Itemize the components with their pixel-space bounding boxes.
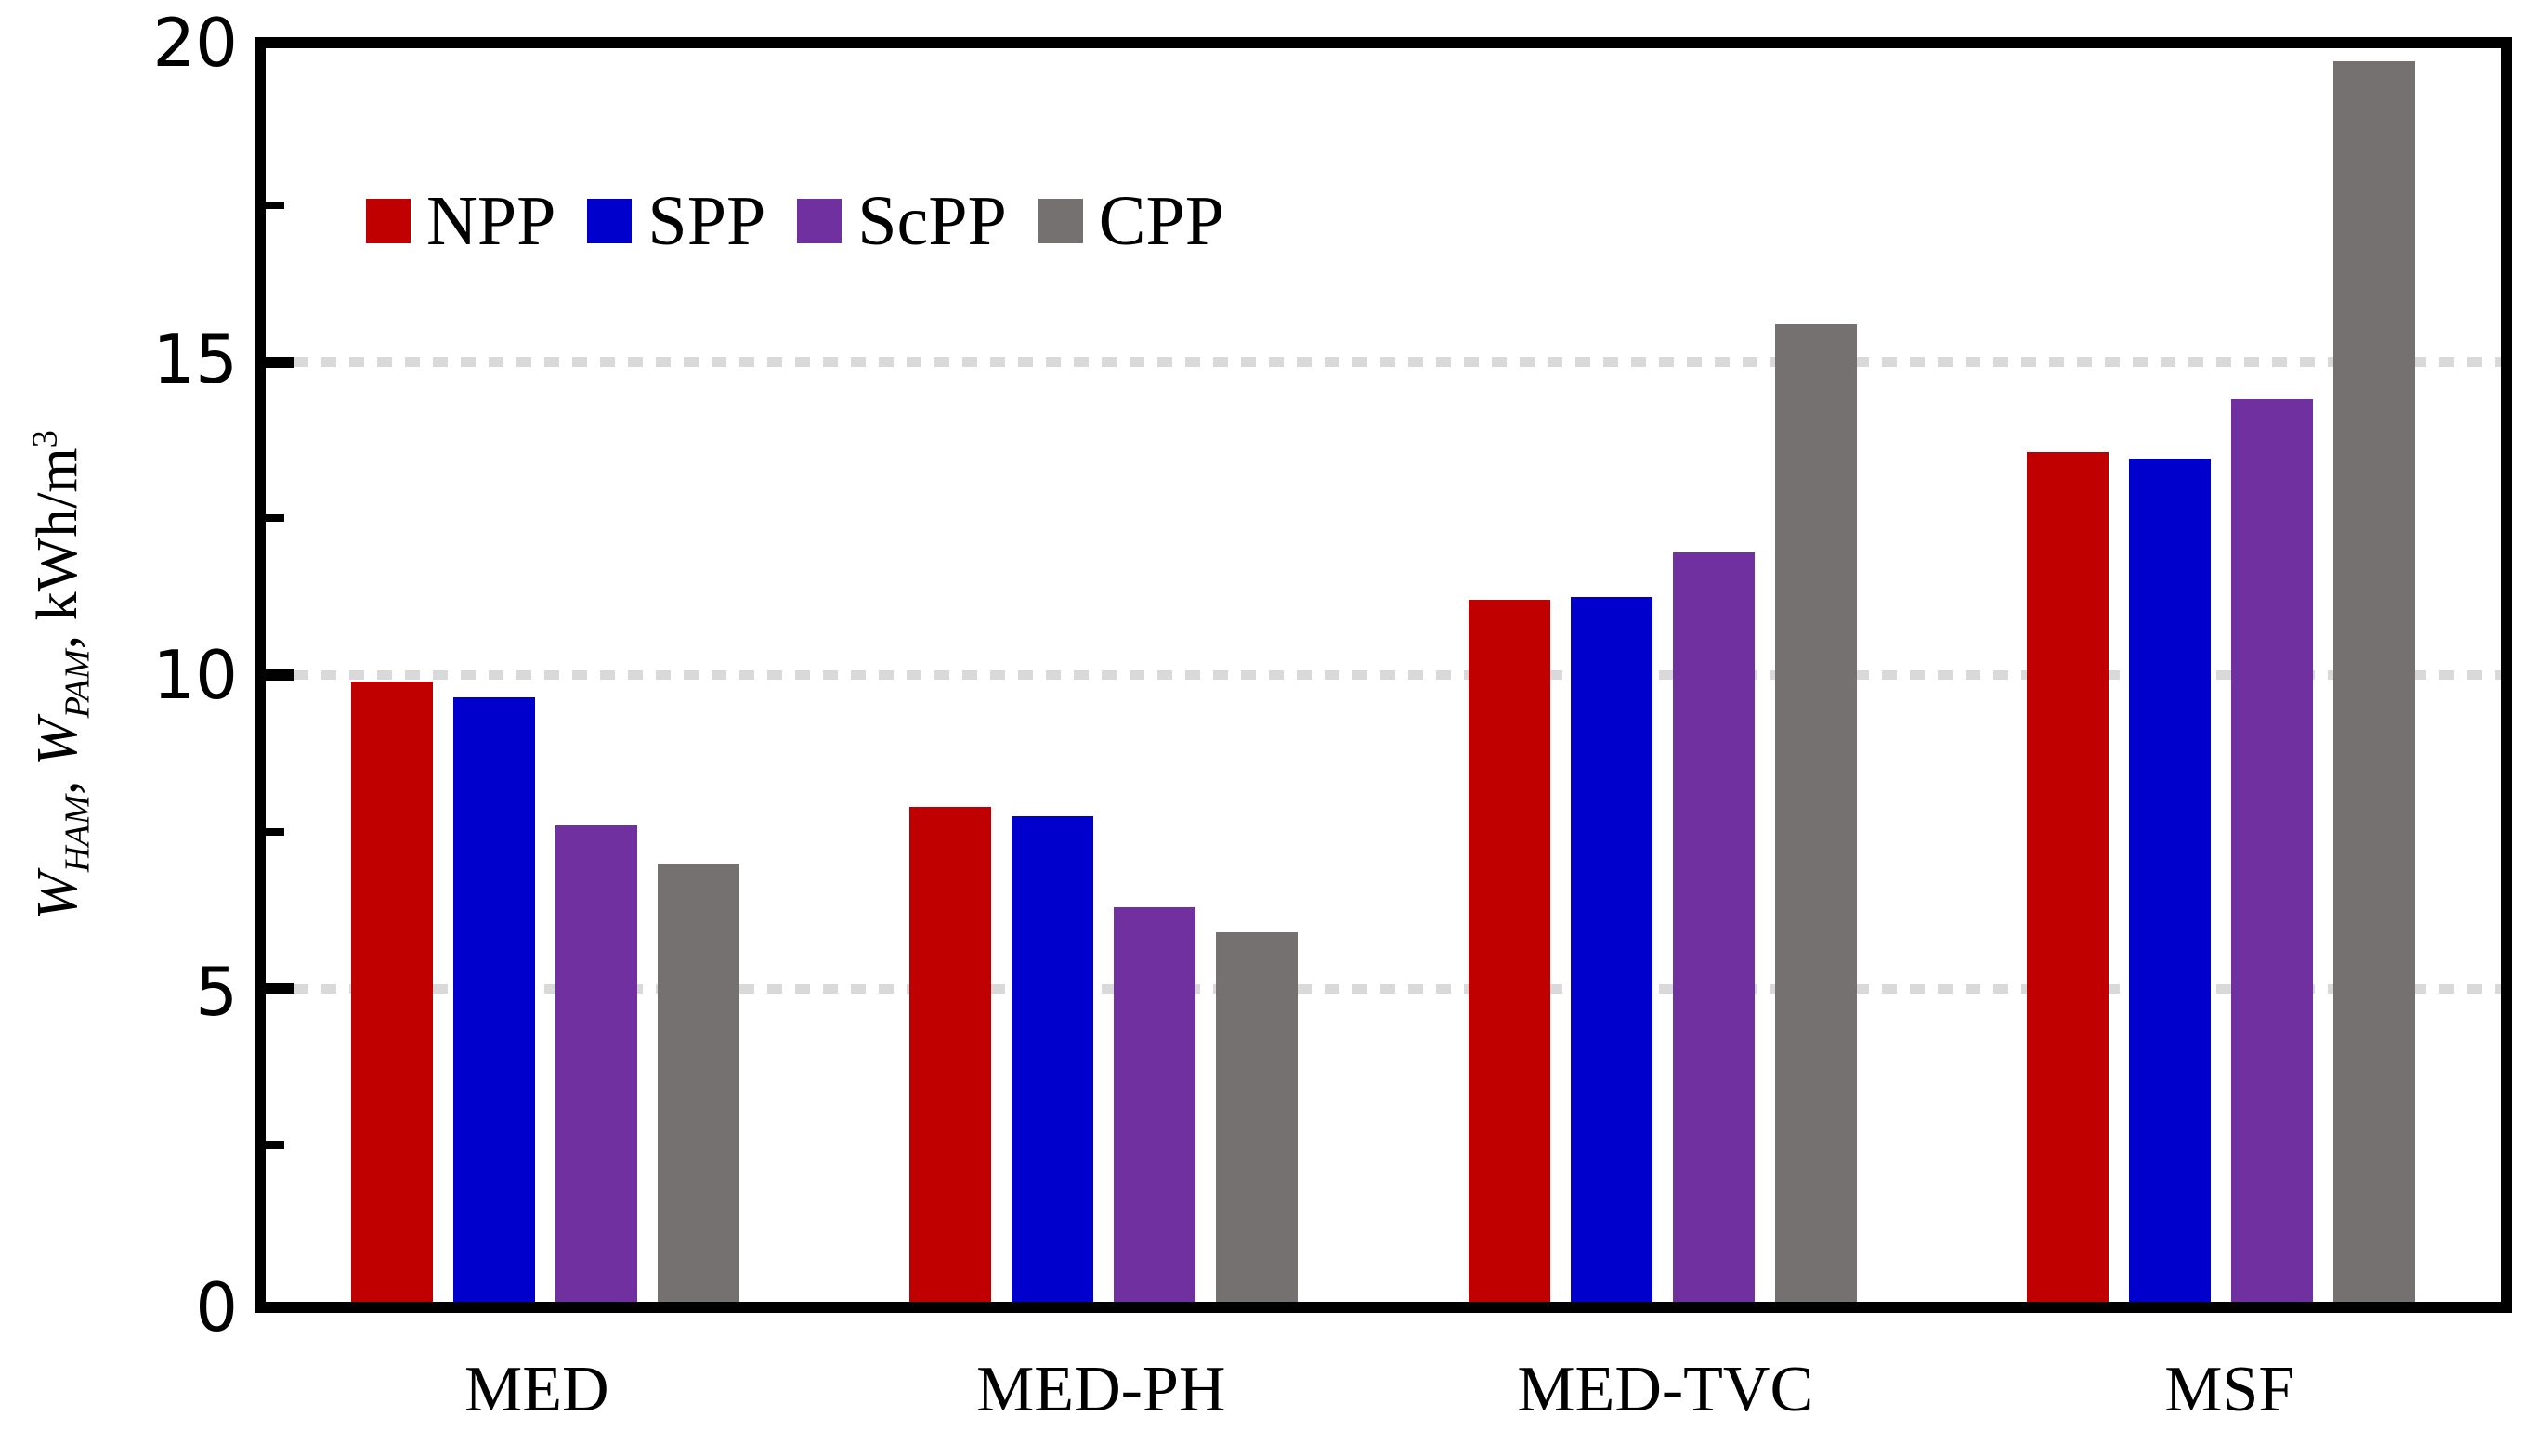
bar-MSF-NPP: [2027, 452, 2109, 1302]
x-axis-category-labels: MED MED-PH MED-TVC MSF: [255, 1358, 2512, 1423]
bar-group-MSF: [1942, 48, 2501, 1302]
bar-MED-PH-ScPP: [1114, 906, 1196, 1302]
bar-group-MED-PH: [825, 48, 1384, 1302]
x-category-label-MSF: MSF: [2164, 1354, 2295, 1425]
bar-MED-NPP: [350, 681, 433, 1302]
bar-MED-TVC-ScPP: [1672, 552, 1755, 1302]
y-minor-tick-7.5: [266, 827, 284, 836]
gridline-y5: [266, 983, 2501, 994]
bar-MSF-ScPP: [2231, 399, 2314, 1302]
bar-MED-CPP: [657, 863, 739, 1302]
y-minor-tick-17.5: [266, 201, 284, 209]
y-tick-label-5: 5: [195, 952, 238, 1031]
bar-MED-ScPP: [555, 826, 637, 1302]
bar-group-MED-TVC: [1383, 48, 1942, 1302]
legend-swatch-ScPP: [797, 199, 842, 243]
legend-swatch-SPP: [587, 199, 633, 243]
legend-label-SPP: SPP: [647, 182, 766, 260]
bar-MED-SPP: [452, 696, 535, 1302]
legend-label-NPP: NPP: [426, 182, 556, 260]
bar-MSF-SPP: [2129, 459, 2212, 1302]
y-tick-label-0: 0: [195, 1268, 238, 1346]
gridline-y10: [266, 670, 2501, 680]
y-minor-tick-2.5: [266, 1141, 284, 1150]
bar-MED-TVC-SPP: [1570, 596, 1652, 1302]
bar-MED-PH-CPP: [1216, 931, 1299, 1302]
legend-swatch-NPP: [366, 199, 411, 243]
bar-group-MED: [266, 48, 825, 1302]
x-category-label-MED: MED: [464, 1354, 609, 1425]
legend-item-SPP: SPP: [587, 186, 765, 256]
y-tick-label-10: 10: [152, 636, 238, 714]
y-major-tick-10: [266, 670, 294, 681]
legend-item-ScPP: ScPP: [797, 186, 1007, 256]
legend-item-CPP: CPP: [1038, 186, 1224, 256]
legend-swatch-CPP: [1038, 199, 1083, 243]
bar-MSF-CPP: [2333, 60, 2416, 1302]
y-major-tick-15: [266, 356, 294, 368]
legend-item-NPP: NPP: [366, 186, 555, 256]
legend-label-CPP: CPP: [1098, 182, 1225, 260]
y-minor-tick-12.5: [266, 514, 284, 523]
x-category-label-MED-PH: MED-PH: [976, 1354, 1226, 1425]
y-tick-label-20: 20: [152, 4, 238, 82]
bar-MED-PH-SPP: [1012, 815, 1094, 1302]
bar-MED-PH-NPP: [909, 806, 992, 1302]
legend: NPP SPP ScPP CPP: [366, 186, 1224, 256]
x-category-label-MED-TVC: MED-TVC: [1517, 1354, 1814, 1425]
gridline-y15: [266, 357, 2501, 367]
y-major-tick-5: [266, 982, 294, 994]
legend-label-ScPP: ScPP: [857, 182, 1007, 260]
bar-MED-TVC-NPP: [1468, 600, 1550, 1302]
bar-MED-TVC-CPP: [1774, 324, 1857, 1302]
plot-area: NPP SPP ScPP CPP: [255, 37, 2512, 1313]
y-tick-label-15: 15: [152, 319, 238, 398]
